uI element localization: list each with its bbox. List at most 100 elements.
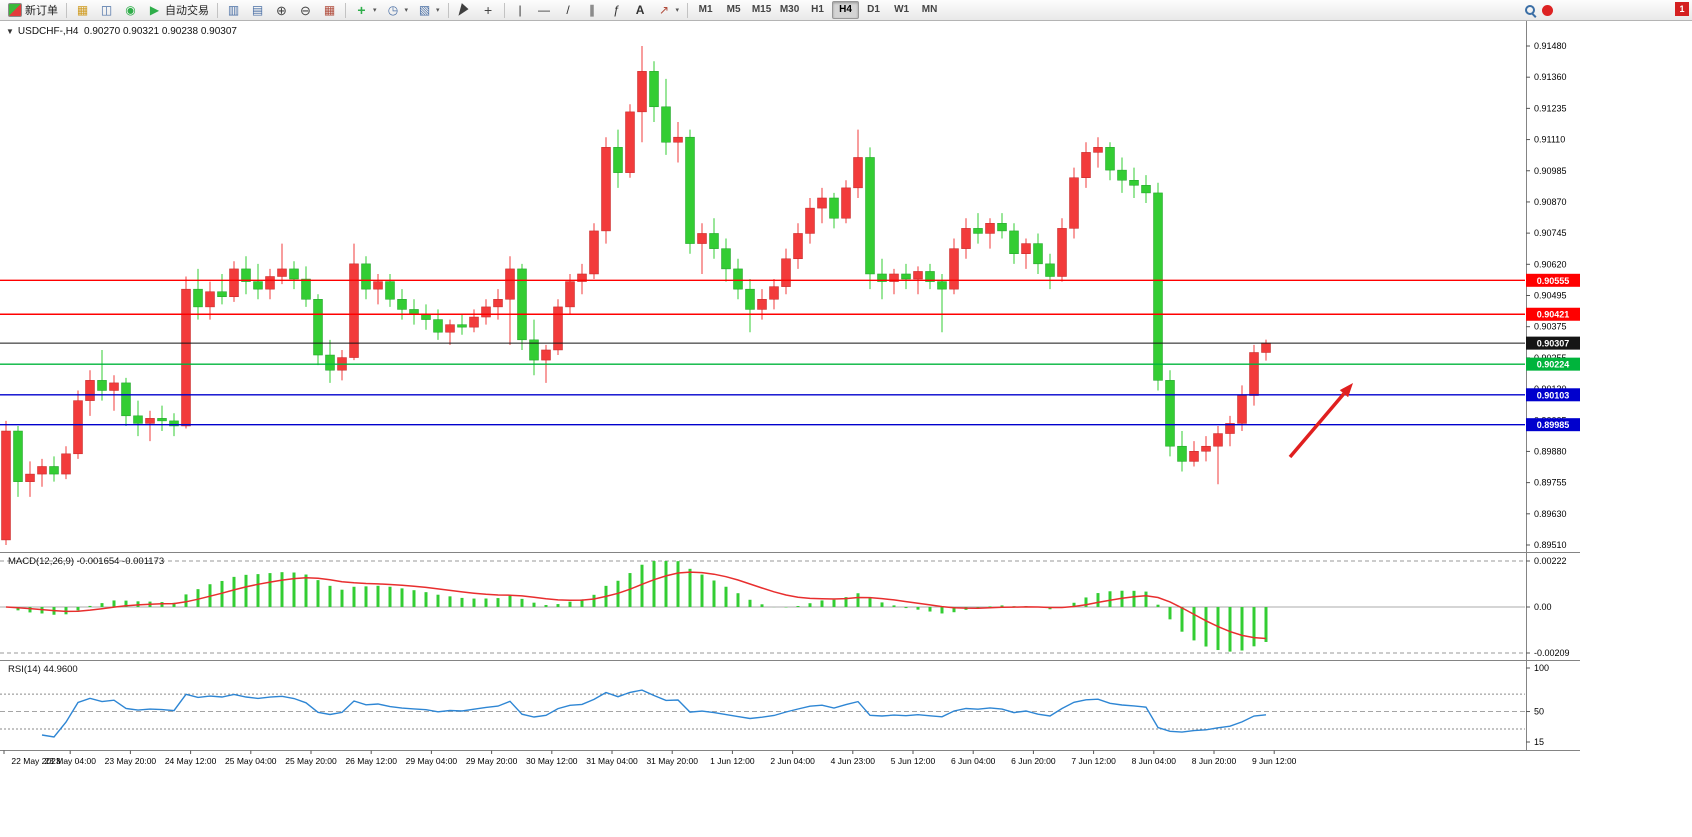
horizontal-lines[interactable]: 0.90555 0.90421 0.90307 0.90224 0.90103 0.899… [0, 273, 1580, 432]
svg-text:0.90307: 0.90307 [1537, 339, 1570, 349]
text-button[interactable]: A [629, 1, 652, 20]
timeframe-H4[interactable]: H4 [832, 1, 860, 19]
svg-text:0.89630: 0.89630 [1534, 509, 1567, 519]
crosshair-icon: + [483, 1, 493, 18]
svg-text:24 May 12:00: 24 May 12:00 [165, 756, 217, 766]
trendline-button[interactable]: / [557, 1, 580, 20]
svg-text:5 Jun 12:00: 5 Jun 12:00 [891, 756, 936, 766]
timeframe-M1[interactable]: M1 [698, 4, 713, 15]
svg-text:0.91110: 0.91110 [1534, 135, 1565, 145]
svg-text:0.89880: 0.89880 [1534, 446, 1567, 456]
zoom-in-button[interactable]: ⊕ [270, 1, 293, 20]
channel-button[interactable]: ∥ [581, 1, 604, 20]
fibonacci-icon: ƒ [612, 2, 620, 17]
shapes-icon: ↗ [659, 2, 670, 17]
horizontal-line-button[interactable]: — [533, 1, 556, 20]
svg-text:6 Jun 20:00: 6 Jun 20:00 [1011, 756, 1056, 766]
svg-text:50: 50 [1534, 707, 1544, 717]
refresh-icon: ◉ [125, 2, 136, 17]
svg-text:0.90224: 0.90224 [1537, 360, 1570, 370]
market-watch-icon: ◫ [100, 2, 113, 17]
zoom-out-button[interactable]: ⊖ [294, 1, 317, 20]
trend-arrow[interactable] [1288, 383, 1353, 459]
autoscroll-icon: ▥ [227, 2, 240, 17]
shapes-button[interactable]: ↗ ▾ [653, 1, 684, 20]
symbol-ohlc-label: USDCHF-,H4 0.90270 0.90321 0.90238 0.903… [17, 26, 237, 37]
macd-signal-line [5, 571, 1267, 640]
macd-panel: 0.00222 0.00 -0.00209 [0, 556, 1570, 658]
svg-text:29 May 04:00: 29 May 04:00 [406, 756, 458, 766]
svg-text:100: 100 [1534, 663, 1549, 673]
svg-text:0.90620: 0.90620 [1534, 259, 1567, 269]
charts-icon: ▦ [76, 2, 89, 17]
svg-text:0.89985: 0.89985 [1537, 420, 1570, 430]
svg-text:23 May 04:00: 23 May 04:00 [44, 756, 96, 766]
chevron-down-icon: ▾ [404, 7, 409, 14]
svg-text:22 May 2023: 22 May 2023 [11, 756, 60, 766]
periods-icon: ◷ [387, 2, 399, 17]
svg-text:1 Jun 12:00: 1 Jun 12:00 [710, 756, 755, 766]
svg-text:31 May 20:00: 31 May 20:00 [646, 756, 698, 766]
vertical-line-button[interactable]: | [509, 1, 532, 20]
svg-text:0.90555: 0.90555 [1537, 276, 1570, 286]
autotrading-icon: ▶ [149, 2, 160, 17]
indicators-button[interactable]: + ▾ [350, 1, 381, 20]
svg-text:8 Jun 20:00: 8 Jun 20:00 [1192, 756, 1237, 766]
svg-text:0.89510: 0.89510 [1534, 540, 1567, 550]
svg-text:4 Jun 23:00: 4 Jun 23:00 [831, 756, 876, 766]
alert-icon[interactable] [1542, 4, 1553, 16]
new-order-button[interactable]: 新订单 [4, 1, 62, 20]
svg-text:7 Jun 12:00: 7 Jun 12:00 [1071, 756, 1116, 766]
autotrading-button[interactable]: ▶ 自动交易 [143, 1, 213, 20]
svg-text:0.91360: 0.91360 [1534, 72, 1567, 82]
svg-text:0.90375: 0.90375 [1534, 322, 1567, 332]
search-icon[interactable] [1524, 4, 1537, 17]
refresh-button[interactable]: ◉ [119, 1, 142, 20]
svg-text:26 May 12:00: 26 May 12:00 [345, 756, 397, 766]
support-line-blue-1-tag: 0.90103 [1526, 388, 1580, 402]
toolbar: 新订单 ▦ ◫ ◉ ▶ 自动交易 ▥ ▤ ⊕ ⊖ ▦ + ▾ ◷ ▾ ▧ ▾ + | … [0, 0, 1692, 21]
svg-text:25 May 20:00: 25 May 20:00 [285, 756, 337, 766]
zoom-out-icon: ⊖ [300, 2, 311, 18]
timeframe-MN[interactable]: MN [921, 4, 938, 15]
periods-button[interactable]: ◷ ▾ [382, 1, 413, 20]
timeframe-D1[interactable]: D1 [867, 4, 880, 15]
market-watch-button[interactable]: ◫ [95, 1, 118, 20]
svg-text:0.90745: 0.90745 [1534, 228, 1567, 238]
timeframe-M5[interactable]: M5 [726, 4, 741, 15]
indicators-icon: + [357, 1, 366, 18]
toolbar-separator [687, 2, 689, 18]
tile-windows-button[interactable]: ▦ [318, 1, 341, 20]
chart-shift-button[interactable]: ▤ [246, 1, 269, 20]
timeframe-M15[interactable]: M15 [751, 4, 772, 15]
resistance-line-2-tag: 0.90421 [1526, 307, 1580, 321]
svg-text:31 May 04:00: 31 May 04:00 [586, 756, 638, 766]
timeframe-M30[interactable]: M30 [779, 4, 800, 15]
notification-badge[interactable]: 1 [1675, 2, 1689, 16]
svg-text:-0.00209: -0.00209 [1534, 648, 1570, 658]
trendline-icon: / [566, 2, 570, 17]
svg-text:0.91235: 0.91235 [1534, 103, 1567, 113]
templates-button[interactable]: ▧ ▾ [413, 1, 444, 20]
cursor-button[interactable] [453, 1, 476, 20]
horizontal-line-icon: — [538, 2, 551, 17]
price-axis[interactable]: 0.91480 0.91360 0.91235 0.91110 0.90985 0.908… [1526, 41, 1567, 550]
chart-canvas[interactable]: 0.91480 0.91360 0.91235 0.91110 0.90985 0.908… [0, 21, 1692, 837]
svg-text:0.90103: 0.90103 [1537, 390, 1570, 400]
crosshair-button[interactable]: + [477, 1, 500, 20]
rsi-label: RSI(14) 44.9600 [8, 664, 78, 675]
support-line-blue-2-tag: 0.89985 [1526, 418, 1580, 432]
autoscroll-button[interactable]: ▥ [222, 1, 245, 20]
svg-text:29 May 20:00: 29 May 20:00 [466, 756, 518, 766]
svg-text:0.90985: 0.90985 [1534, 166, 1567, 176]
fibonacci-button[interactable]: ƒ [605, 1, 628, 20]
new-order-label: 新订单 [25, 5, 58, 17]
new-order-icon [8, 3, 22, 17]
charts-button[interactable]: ▦ [71, 1, 94, 20]
timeframe-H1[interactable]: H1 [811, 4, 824, 15]
panel-frame [0, 21, 1580, 751]
timeframe-W1[interactable]: W1 [894, 4, 910, 15]
chart-shift-icon: ▤ [251, 2, 264, 17]
